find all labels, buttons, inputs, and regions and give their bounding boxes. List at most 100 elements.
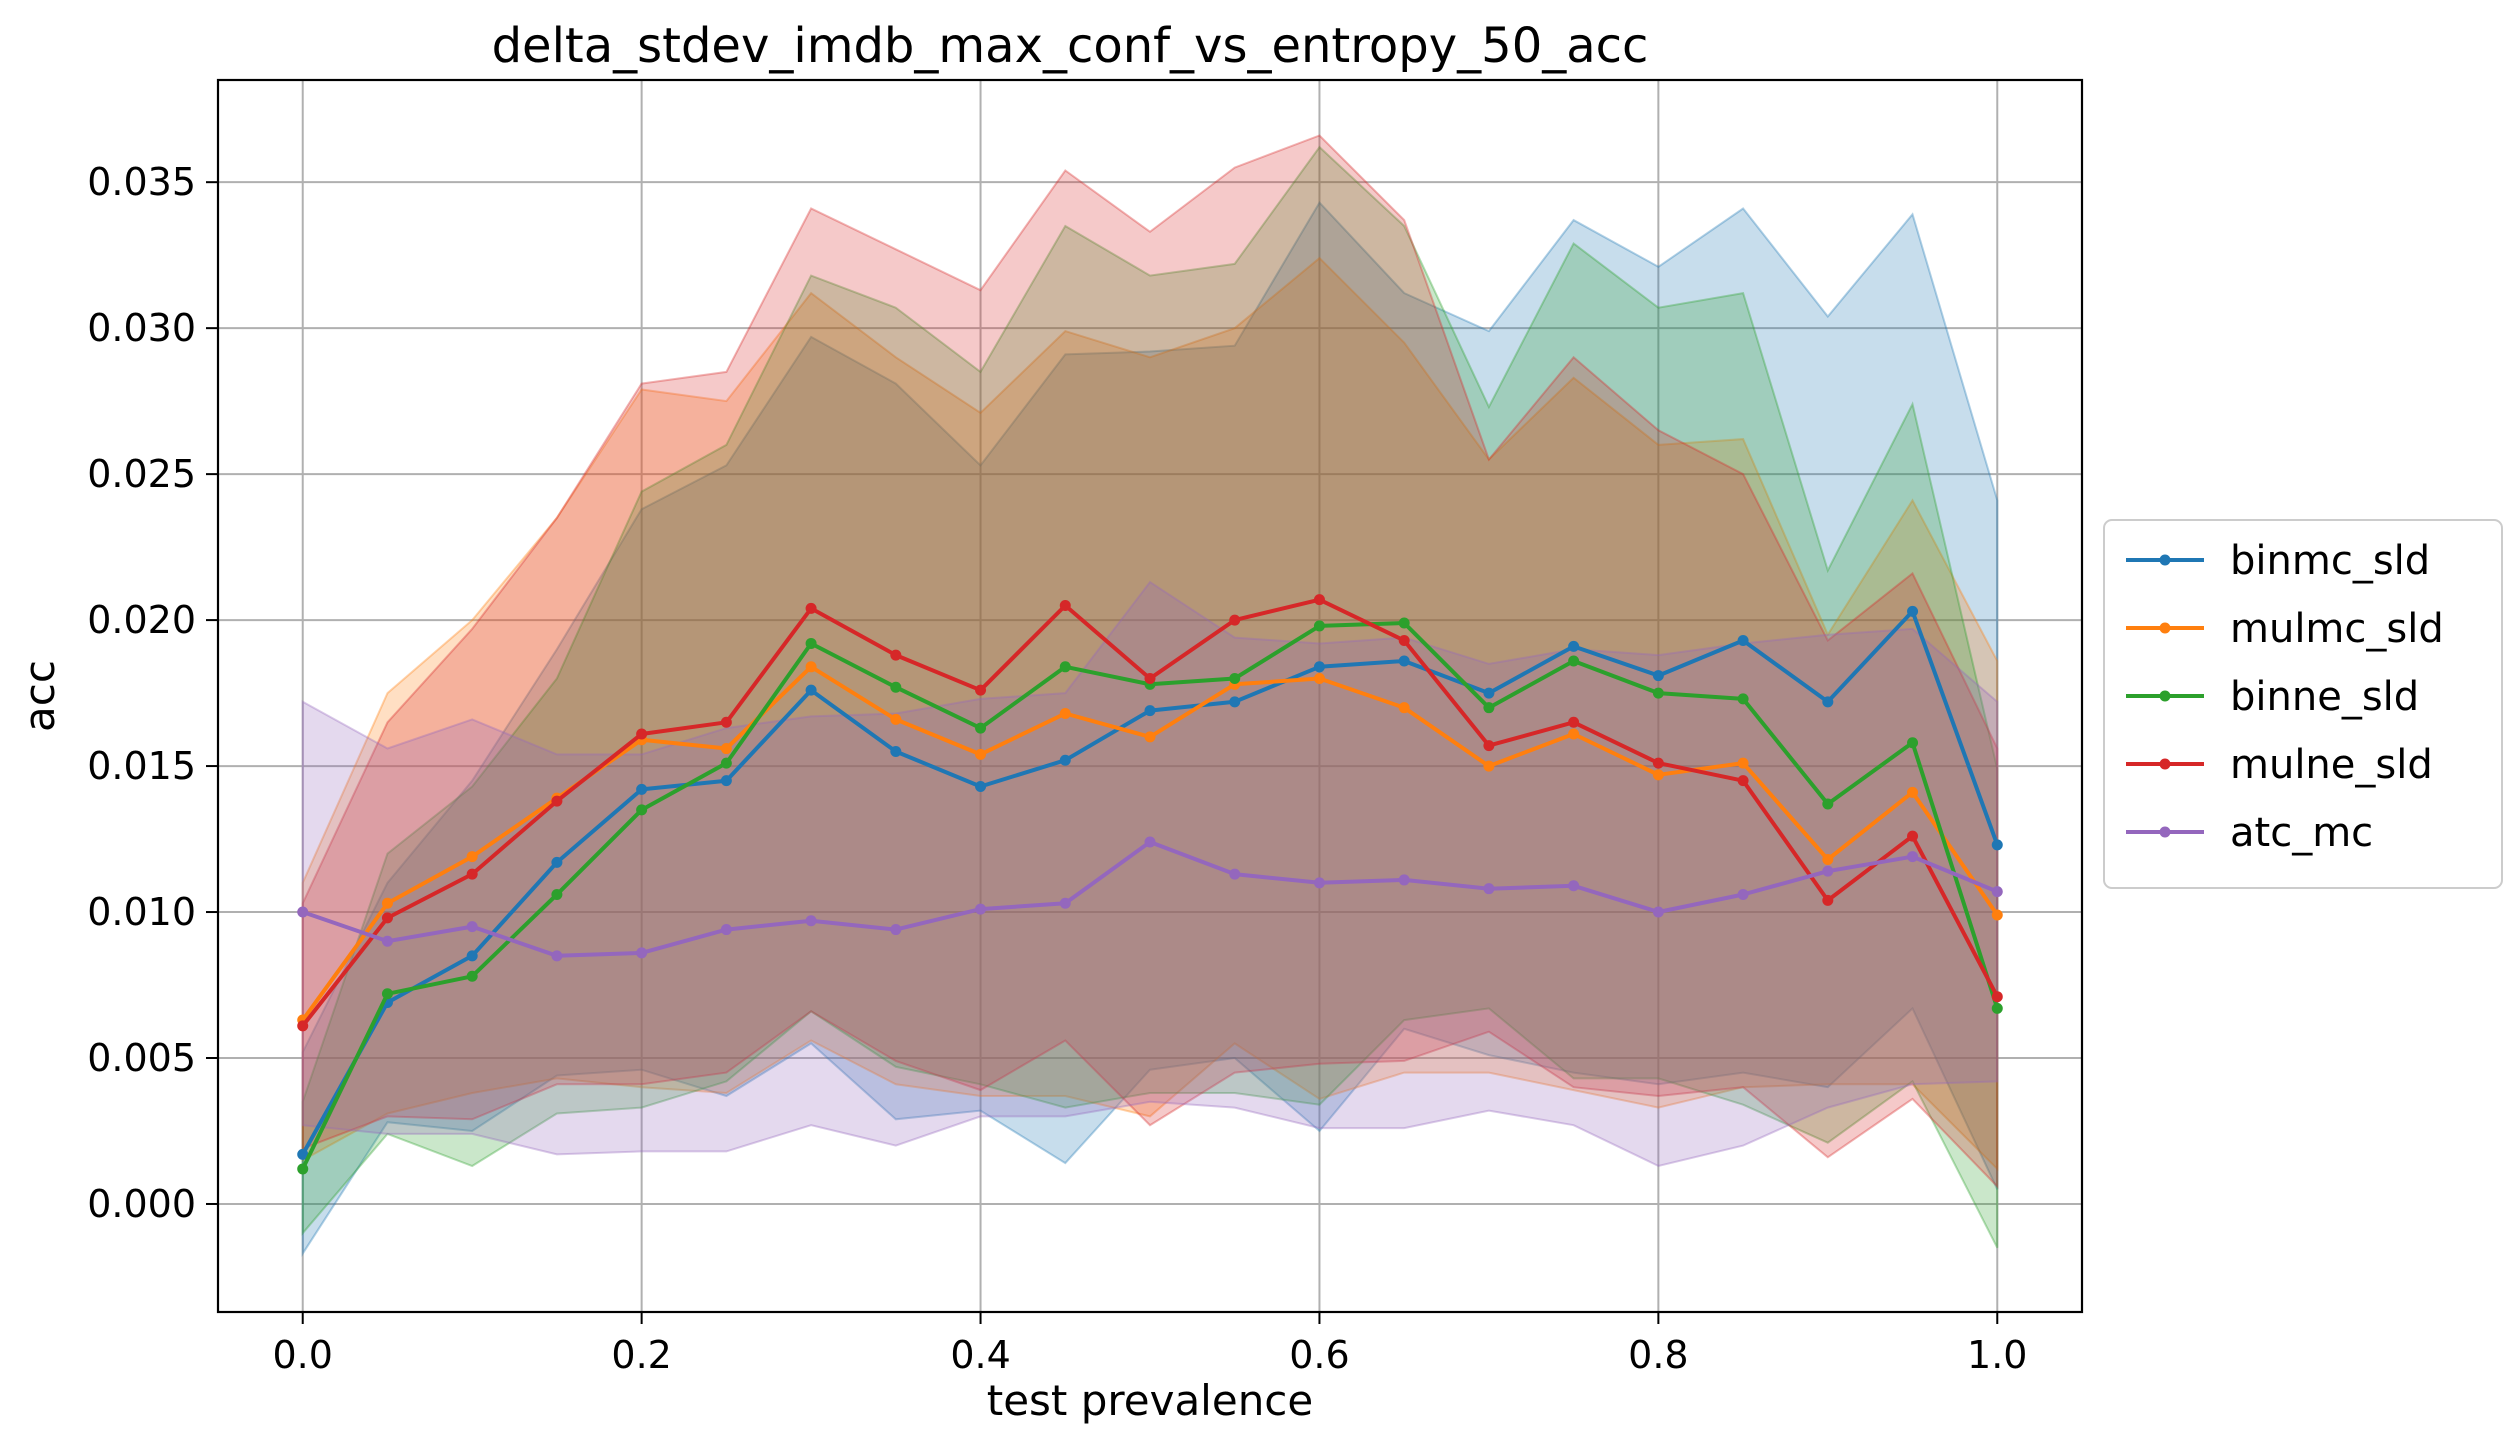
mulne_sld-point — [1398, 635, 1410, 647]
binne_sld-point — [466, 970, 478, 982]
atc_mc-point — [1313, 877, 1325, 889]
legend-label: atc_mc — [2230, 810, 2373, 856]
mulmc_sld-point — [1907, 786, 1919, 798]
plot-frame — [216, 78, 2084, 1314]
atc_mc-point — [1059, 897, 1071, 909]
y-axis-ticks: 0.000 0.005 0.010 0.015 0.020 0.025 0.030 0.035 — [87, 160, 218, 1226]
x-axis-ticks: 0.0 0.2 0.4 0.6 0.8 1.0 — [273, 1312, 2027, 1377]
atc_mc-point — [466, 921, 478, 933]
legend-marker — [2159, 826, 2171, 838]
binmc_sld-point — [1822, 696, 1834, 708]
binmc_sld-point — [1144, 705, 1156, 717]
atc_mc-point — [720, 924, 732, 936]
y-tick-label: 0.000 — [87, 1182, 196, 1226]
binmc_sld-point — [636, 783, 648, 795]
binne_sld-point — [1822, 798, 1834, 810]
atc_mc-point — [1907, 851, 1919, 863]
binmc_sld-point — [1229, 696, 1241, 708]
binne_sld-point — [1313, 620, 1325, 632]
binne_sld-point — [1229, 672, 1241, 684]
mulne_sld-point — [551, 795, 563, 807]
binne_sld-point — [551, 889, 563, 901]
mulmc_sld-point — [720, 743, 732, 755]
x-tick-label: 1.0 — [1967, 1333, 2027, 1377]
mulmc_sld-point — [1568, 728, 1580, 740]
atc_mc-point — [1483, 883, 1495, 895]
legend-label: mulne_sld — [2230, 742, 2433, 788]
mulne_sld-point — [381, 912, 393, 924]
mulne_sld-point — [1652, 757, 1664, 769]
series-lines — [297, 594, 2003, 1175]
y-tick-label: 0.030 — [87, 306, 196, 350]
atc_mc-point — [890, 924, 902, 936]
binne_sld-point — [1991, 1002, 2003, 1014]
legend: binmc_sld mulmc_sld binne_sld mulne_sld atc_… — [2103, 519, 2503, 889]
binne_sld-point — [1907, 737, 1919, 749]
mulne_sld-point — [890, 649, 902, 661]
binmc_sld-point — [1059, 754, 1071, 766]
atc_mc-point — [551, 950, 563, 962]
y-tick-label: 0.020 — [87, 598, 196, 642]
atc_mc-point — [1568, 880, 1580, 892]
binmc_sld-point — [1313, 661, 1325, 673]
legend-marker — [2159, 758, 2171, 770]
binne_sld-point — [297, 1163, 309, 1175]
atc_mc-point — [1652, 906, 1664, 918]
atc_mc-point — [297, 906, 309, 918]
mulne_sld-point — [720, 716, 732, 728]
mulmc_sld-point — [1144, 731, 1156, 743]
y-tick-label: 0.005 — [87, 1036, 196, 1080]
binmc_sld-point — [1652, 670, 1664, 682]
mulmc_sld-point — [1059, 708, 1071, 720]
atc_mc-point — [381, 935, 393, 947]
x-tick-label: 0.4 — [950, 1333, 1010, 1377]
mulmc_sld-point — [1483, 760, 1495, 772]
legend-marker — [2159, 690, 2171, 702]
legend-marker — [2159, 554, 2171, 566]
legend-box — [2103, 519, 2503, 889]
binne_sld-point — [975, 722, 987, 734]
binmc_sld-point — [297, 1148, 309, 1160]
binmc_sld-point — [551, 856, 563, 868]
atc_mc-point — [1991, 886, 2003, 898]
x-tick-label: 0.6 — [1289, 1333, 1349, 1377]
binne_sld-point — [1737, 693, 1749, 705]
mulne_sld-point — [1991, 991, 2003, 1003]
binmc_sld-point — [720, 775, 732, 787]
binne_sld-point — [720, 757, 732, 769]
mulne_sld-point — [636, 728, 648, 740]
binmc_sld-point — [1398, 655, 1410, 667]
binne_sld-point — [636, 804, 648, 816]
binmc_sld-band — [301, 200, 1999, 1257]
mulne_sld-point — [1907, 830, 1919, 842]
y-tick-label: 0.035 — [87, 160, 196, 204]
binne_sld-point — [1059, 661, 1071, 673]
mulne_sld-point — [466, 868, 478, 880]
binmc_sld-point — [1568, 640, 1580, 652]
atc_mc-point — [1822, 865, 1834, 877]
binne_sld-point — [890, 681, 902, 693]
mulne_sld-point — [1737, 775, 1749, 787]
mulne_sld-point — [975, 684, 987, 696]
mulne_sld-point — [1059, 599, 1071, 611]
atc_mc-point — [1737, 889, 1749, 901]
atc_mc-point — [636, 947, 648, 959]
mulne_sld-point — [1144, 672, 1156, 684]
mulmc_sld-point — [1822, 853, 1834, 865]
atc_mc-point — [975, 903, 987, 915]
legend-label: binmc_sld — [2230, 538, 2430, 584]
binne_sld-point — [1652, 687, 1664, 699]
binmc_sld-point — [1483, 687, 1495, 699]
mulne_sld-point — [1483, 740, 1495, 752]
atc_mc-point — [1398, 874, 1410, 886]
binmc_sld-point — [975, 781, 987, 793]
x-tick-label: 0.8 — [1628, 1333, 1688, 1377]
atc_mc-point — [805, 915, 817, 927]
binne_sld-point — [1483, 702, 1495, 714]
chart-title: delta_stdev_imdb_max_conf_vs_entropy_50_… — [492, 18, 1649, 74]
x-tick-label: 0.0 — [273, 1333, 333, 1377]
mulmc_sld-point — [805, 661, 817, 673]
atc_mc-point — [1144, 836, 1156, 848]
y-axis-label: acc — [15, 660, 64, 732]
